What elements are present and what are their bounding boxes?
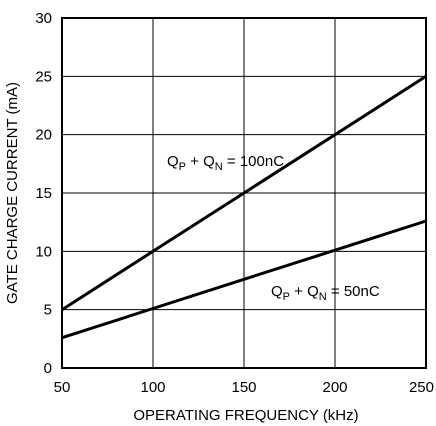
x-tick-label: 150 [231, 379, 256, 396]
series-line-0 [61, 75, 427, 311]
y-tick-label: 20 [35, 127, 52, 144]
annotation-100nc: QP + QN = 100nC [167, 153, 284, 173]
x-axis-label: OPERATING FREQUENCY (kHz) [133, 407, 358, 424]
x-tick-label: 250 [409, 379, 434, 396]
series-lines [61, 75, 427, 340]
y-tick-label: 30 [35, 10, 52, 27]
annotation-50nc: QP + QN = 50nC [271, 283, 380, 303]
y-axis-label: GATE CHARGE CURRENT (mA) [4, 82, 21, 304]
x-tick-label: 200 [322, 379, 347, 396]
y-tick-labels: 0 5 10 15 20 25 30 [35, 10, 52, 377]
plot-frame [61, 17, 427, 369]
y-tick-label: 25 [35, 68, 52, 85]
y-tick-label: 15 [35, 185, 52, 202]
x-tick-label: 100 [140, 379, 165, 396]
y-tick-label: 5 [44, 302, 52, 319]
series-line-1 [61, 219, 427, 340]
x-tick-labels: 50 100 150 200 250 [54, 379, 434, 396]
y-tick-label: 0 [44, 360, 52, 377]
y-tick-label: 10 [35, 243, 52, 260]
x-tick-label: 50 [54, 379, 71, 396]
